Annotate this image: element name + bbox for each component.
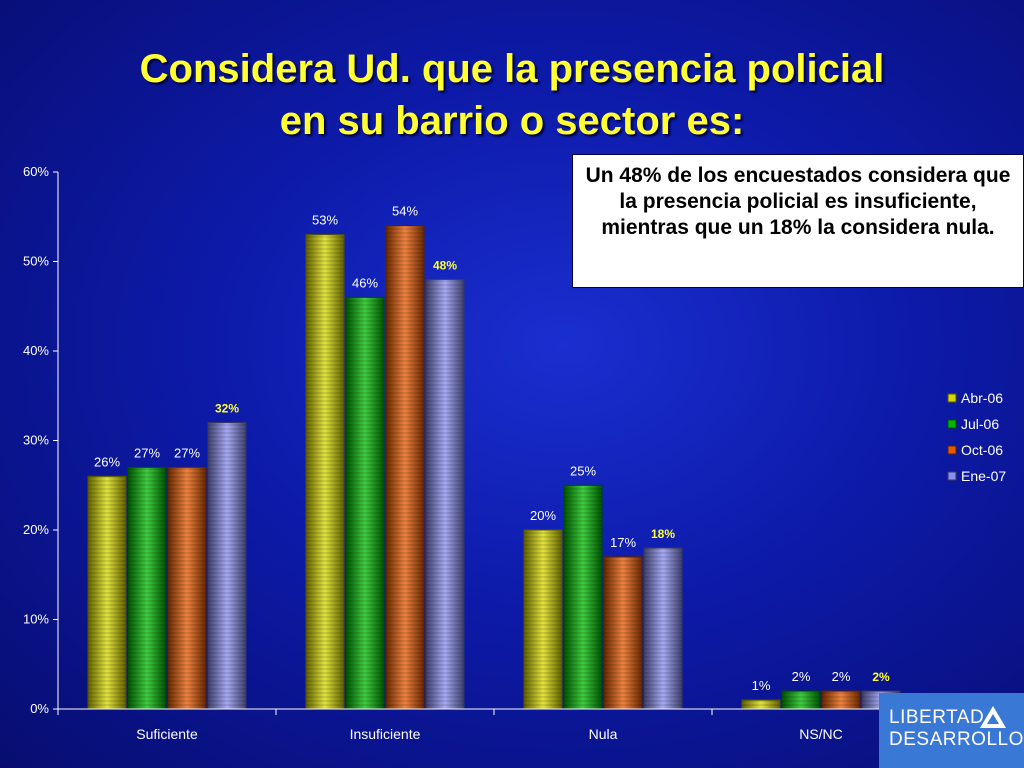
- data-label: 25%: [570, 463, 596, 478]
- data-label: 20%: [530, 508, 556, 523]
- bar-texture: [426, 279, 464, 709]
- bar-texture: [524, 530, 562, 709]
- bar-texture: [306, 234, 344, 709]
- legend-label: Oct-06: [961, 442, 1003, 458]
- summary-note: Un 48% de los encuestados considera que …: [572, 154, 1024, 288]
- data-label: 46%: [352, 275, 378, 290]
- data-label: 27%: [174, 445, 200, 460]
- x-tick-label: Suficiente: [136, 726, 198, 742]
- bar-texture: [604, 556, 642, 709]
- slide-title-line2: en su barrio o sector es:: [279, 99, 745, 143]
- data-label: 18%: [651, 527, 675, 541]
- x-tick-label: Nula: [589, 726, 618, 742]
- data-label: 2%: [832, 669, 851, 684]
- data-label: 54%: [392, 204, 418, 219]
- data-label: 2%: [872, 670, 890, 684]
- bar-texture: [564, 485, 602, 709]
- y-tick-label: 40%: [23, 343, 49, 358]
- slide-title-line1: Considera Ud. que la presencia policial: [139, 47, 885, 91]
- chart-legend: Abr-06 Jul-06 Oct-06 Ene-07: [947, 390, 1006, 484]
- bar-texture: [644, 547, 682, 709]
- y-tick-label: 60%: [23, 164, 49, 179]
- data-label: 32%: [215, 402, 239, 416]
- bar-texture: [822, 691, 860, 709]
- y-tick-label: 10%: [23, 612, 49, 627]
- logo-text-line2: DESARROLLO: [889, 729, 1024, 750]
- legend-label: Jul-06: [961, 416, 999, 432]
- legend-label: Ene-07: [961, 468, 1006, 484]
- bar-texture: [742, 700, 780, 709]
- legend-swatch: [947, 445, 957, 455]
- legend-swatch: [947, 471, 957, 481]
- bar-texture: [386, 225, 424, 709]
- triangle-logo-icon: [980, 706, 1006, 728]
- x-tick-label: NS/NC: [799, 726, 843, 742]
- data-label: 48%: [433, 258, 457, 272]
- data-label: 2%: [792, 669, 811, 684]
- libertad-desarrollo-logo: LIBERTAD DESARROLLO: [879, 693, 1024, 768]
- bar-texture: [128, 467, 166, 709]
- legend-swatch: [947, 393, 957, 403]
- data-label: 26%: [94, 454, 120, 469]
- bar-texture: [346, 297, 384, 709]
- x-tick-label: Insuficiente: [350, 726, 421, 742]
- y-tick-label: 20%: [23, 522, 49, 537]
- y-tick-label: 0%: [30, 701, 49, 716]
- data-label: 17%: [610, 535, 636, 550]
- bar-texture: [88, 476, 126, 709]
- y-tick-label: 30%: [23, 433, 49, 448]
- y-tick-label: 50%: [23, 254, 49, 269]
- logo-text-line1: LIBERTAD: [889, 707, 985, 728]
- bar-texture: [168, 467, 206, 709]
- data-label: 1%: [752, 678, 771, 693]
- legend-label: Abr-06: [961, 390, 1003, 406]
- bar-texture: [782, 691, 820, 709]
- data-label: 53%: [312, 213, 338, 228]
- legend-swatch: [947, 419, 957, 429]
- data-label: 27%: [134, 445, 160, 460]
- bar-texture: [208, 422, 246, 709]
